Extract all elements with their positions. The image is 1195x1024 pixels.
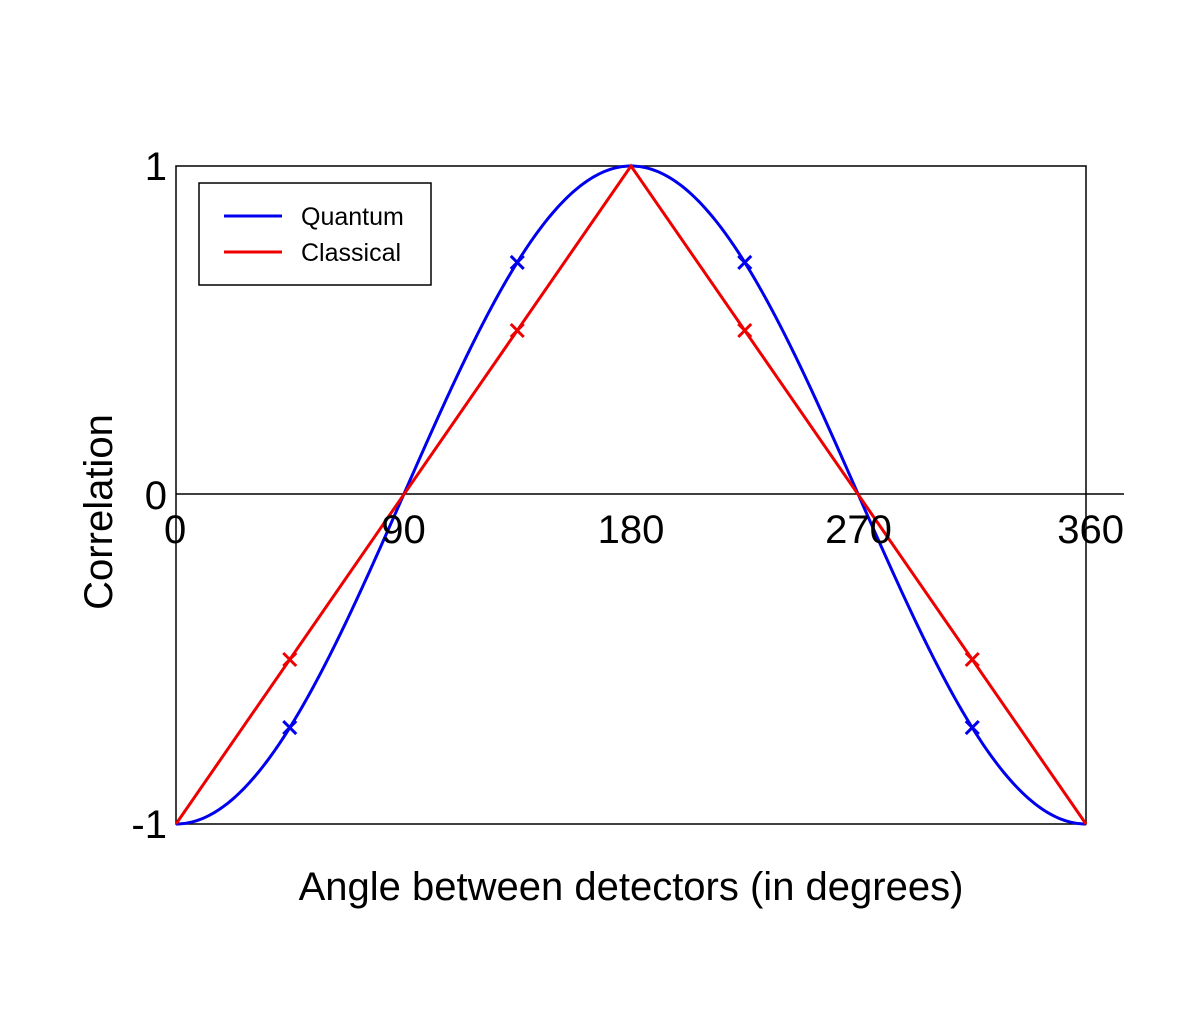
- x-tick-label-360: 360: [1057, 508, 1124, 552]
- x-tick-labels: 0 90 180 270 360: [164, 508, 1124, 552]
- data-point-classical-2: [737, 322, 753, 339]
- data-point-classical-3: [964, 651, 980, 668]
- y-axis-title: Correlation: [77, 414, 121, 610]
- data-point-classical-0: [282, 651, 298, 668]
- series-line-classical: [174, 163, 1088, 825]
- series-layer: [174, 163, 1088, 826]
- legend: Quantum Classical: [198, 182, 432, 286]
- legend-label-quantum: Quantum: [301, 203, 404, 231]
- data-point-quantum-0: [282, 720, 298, 736]
- x-tick-label-270: 270: [825, 508, 892, 552]
- y-tick-labels: -1 0 1: [131, 145, 167, 847]
- legend-label-classical: Classical: [301, 239, 401, 267]
- marker-layer: [282, 254, 980, 736]
- x-tick-label-0: 0: [164, 508, 186, 552]
- y-tick-label--1: -1: [131, 803, 167, 847]
- y-tick-label-1: 1: [145, 145, 167, 189]
- y-tick-label-0: 0: [145, 474, 167, 518]
- x-tick-label-90: 90: [381, 508, 426, 552]
- data-point-quantum-1: [509, 254, 525, 270]
- x-axis-title: Angle between detectors (in degrees): [299, 865, 964, 909]
- data-point-quantum-3: [964, 720, 980, 736]
- data-point-quantum-2: [737, 254, 753, 270]
- legend-box: [198, 182, 432, 286]
- data-point-classical-1: [509, 322, 525, 339]
- x-tick-label-180: 180: [598, 508, 665, 552]
